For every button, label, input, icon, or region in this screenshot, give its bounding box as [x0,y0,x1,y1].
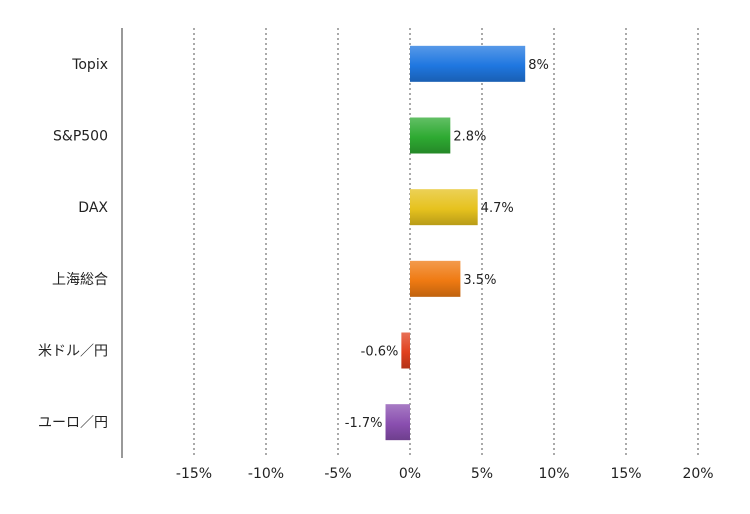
bar [410,45,526,82]
x-tick-labels: -15% -10% -5% 0% 5% 10% 15% 20% [176,466,714,482]
bar [401,332,410,369]
category-label: DAX [78,200,108,216]
data-label: 4.7% [481,201,514,216]
data-label: 3.5% [463,273,496,288]
bar [385,404,410,441]
data-label: 2.8% [453,130,486,145]
x-tick-label: -10% [248,466,284,482]
category-label: 米ドル／円 [38,344,108,360]
x-tick-label: 10% [538,466,569,482]
category-label: Topix [71,57,108,73]
category-label: S&P500 [53,129,108,145]
x-tick-label: 5% [471,466,493,482]
x-tick-label: -15% [176,466,212,482]
bar [410,189,478,226]
x-tick-label: 20% [682,466,713,482]
x-tick-label: 0% [399,466,421,482]
x-tick-label: 15% [610,466,641,482]
data-label: 8% [528,58,549,73]
data-label: -1.7% [345,416,383,431]
bar [410,260,461,297]
category-label: 上海総合 [52,272,108,288]
category-label: ユーロ／円 [38,415,108,431]
data-labels: 8% 2.8% 4.7% 3.5% -0.6% -1.7% [345,58,549,431]
grid-lines [193,28,699,458]
data-label: -0.6% [361,345,399,360]
x-tick-label: -5% [324,466,351,482]
bar [410,117,451,154]
bars [385,45,526,441]
